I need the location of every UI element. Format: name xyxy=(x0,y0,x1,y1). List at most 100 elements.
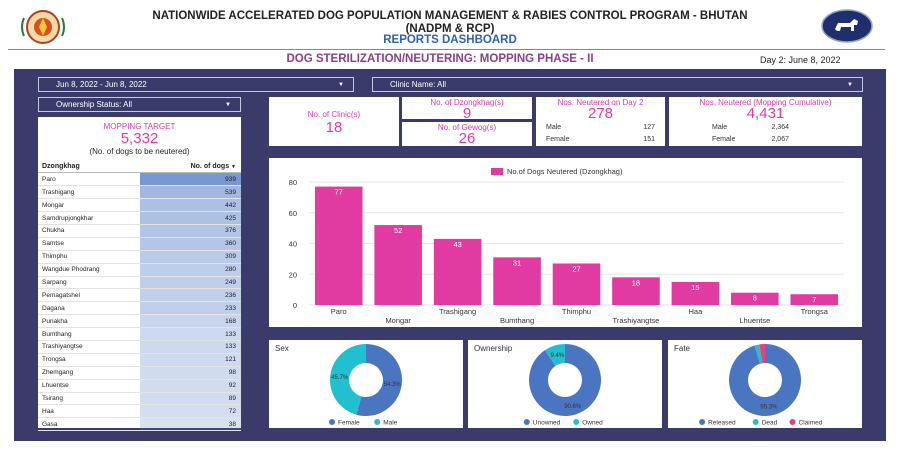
slice-value-label: 45.7% xyxy=(331,375,349,381)
table-row[interactable]: Dagana 233 xyxy=(38,301,241,315)
ownership-filter-label: Ownership Status: All xyxy=(56,100,133,109)
bar-value-label: 18 xyxy=(632,278,640,287)
table-row[interactable]: Trashigang 539 xyxy=(38,185,241,199)
bar[interactable] xyxy=(493,257,541,305)
donut-slice[interactable] xyxy=(529,344,601,416)
date-range-filter[interactable]: Jun 8, 2022 - Jun 8, 2022 ▼ xyxy=(38,77,354,92)
dog-count: 939 xyxy=(140,172,241,186)
table-row[interactable]: Trashiyangtse 133 xyxy=(38,340,241,354)
dzongkhag-name: Samdrupjongkhar xyxy=(42,214,94,222)
table-row[interactable]: Mongar 442 xyxy=(38,198,241,212)
gewog-card: No. of Gewog(s) 26 xyxy=(402,122,532,146)
bar[interactable] xyxy=(374,225,422,305)
fate-donut-chart: Fate 95.3% Released Dead Claimed xyxy=(674,344,823,427)
table-row[interactable]: Pemagatshel 236 xyxy=(38,288,241,302)
chevron-down-icon: ▼ xyxy=(338,81,344,88)
day2-female-value: 151 xyxy=(643,136,655,143)
bar[interactable] xyxy=(731,292,779,305)
donut-slice[interactable] xyxy=(356,344,402,416)
dzongkhag-name: Punakha xyxy=(42,317,68,325)
day2-male-value: 127 xyxy=(643,124,655,131)
clinics-label: No. of Clinic(s) xyxy=(307,110,361,119)
donut-slice[interactable] xyxy=(729,344,801,416)
bar[interactable] xyxy=(314,186,363,305)
legend-swatch xyxy=(491,168,503,175)
x-tick-label: Mongar xyxy=(385,316,411,325)
bar[interactable] xyxy=(433,238,482,305)
bar[interactable] xyxy=(612,277,660,305)
table-row[interactable]: Thimphu 309 xyxy=(38,250,241,264)
dog-count: 121 xyxy=(140,353,241,367)
sex-chart-card: Sex 54.3% 45.7% Female Male xyxy=(269,340,463,428)
slice-value-label: 95.3% xyxy=(760,405,778,411)
dzongkhag-name: Paro xyxy=(42,175,56,183)
dzongkhag-name: Mongar xyxy=(42,201,65,209)
dzongkhag-name: Dagana xyxy=(42,304,65,312)
donut-slice[interactable] xyxy=(330,344,366,415)
mopping-target-value: 5,332 xyxy=(120,130,159,147)
table-row[interactable]: Gasa 38 xyxy=(38,417,241,431)
col-dzongkhag[interactable]: Dzongkhag xyxy=(42,162,80,170)
bar-value-label: 27 xyxy=(572,264,580,273)
legend-dot xyxy=(374,419,381,425)
bar[interactable] xyxy=(790,294,839,305)
bar-chart: No.of Dogs Neutered (Dzongkhag) 0 20 40 60 80… xyxy=(289,167,844,325)
table-row[interactable]: Haa 72 xyxy=(38,404,241,418)
dzongkhag-name: Thimphu xyxy=(42,253,68,261)
program-title: NATIONWIDE ACCELERATED DOG POPULATION MA… xyxy=(152,10,748,35)
donut-slice[interactable] xyxy=(544,344,565,366)
table-row[interactable]: Punakha 168 xyxy=(38,314,241,328)
dzongkhag-name: Lhuentse xyxy=(42,382,69,390)
legend-label: Unowned xyxy=(533,420,561,427)
x-tick-label: Paro xyxy=(331,307,347,316)
dzongkhag-name: Zhemgang xyxy=(42,369,74,377)
x-tick-label: Bumthang xyxy=(500,316,534,325)
legend-label: Owned xyxy=(582,420,603,427)
table-row[interactable]: Trongsa 121 xyxy=(38,353,241,367)
donut-slice[interactable] xyxy=(754,344,763,364)
table-row[interactable]: Zhemgang 98 xyxy=(38,366,241,380)
donut-slice[interactable] xyxy=(759,344,765,364)
emblem-icon xyxy=(21,10,65,44)
mopping-target-card: MOPPING TARGET 5,332 (No. of dogs to be … xyxy=(38,117,241,431)
dog-count: 249 xyxy=(140,276,241,289)
table-row[interactable]: Samdrupjongkhar 425 xyxy=(38,211,241,225)
cum-male-label: Male xyxy=(712,124,728,131)
table-row[interactable]: Wangdue Phodrang 280 xyxy=(38,263,241,277)
dzongkhag-label: No. of Dzongkhag(s) xyxy=(430,98,504,107)
legend-dot xyxy=(789,419,796,425)
dog-count: 376 xyxy=(140,224,241,238)
legend-label: Dead xyxy=(762,420,778,427)
legend-dot xyxy=(699,419,706,425)
table-row[interactable]: Tsirang 89 xyxy=(38,392,241,405)
dzongkhag-name: Pemagatshel xyxy=(42,291,80,299)
dog-count: 168 xyxy=(140,314,241,328)
donut-title: Ownership xyxy=(474,344,513,353)
table-row[interactable]: Lhuentse 92 xyxy=(38,379,241,393)
day2-label: Nos. Neutered on Day 2 xyxy=(557,98,644,107)
dog-count: 539 xyxy=(140,185,241,199)
bar[interactable] xyxy=(552,263,601,305)
table-row[interactable]: Paro 939 xyxy=(38,172,241,186)
dzongkhag-name: Trongsa xyxy=(42,356,66,364)
legend-label: Released xyxy=(708,420,736,427)
chevron-down-icon: ▼ xyxy=(225,101,231,108)
dog-count: 425 xyxy=(140,211,241,225)
table-row[interactable]: Sarpang 249 xyxy=(38,276,241,289)
cumulative-value: 4,431 xyxy=(746,105,785,122)
x-tick-label: Haa xyxy=(689,307,704,316)
fate-chart-card: Fate 95.3% Released Dead Claimed xyxy=(668,340,862,428)
clinic-filter[interactable]: Clinic Name: All ▼ xyxy=(372,77,863,92)
dzongkhag-value: 9 xyxy=(462,105,472,122)
ownership-filter[interactable]: Ownership Status: All ▼ xyxy=(38,97,241,112)
cum-female-value: 2,067 xyxy=(771,136,789,143)
table-row[interactable]: Chukha 376 xyxy=(38,224,241,238)
bar[interactable] xyxy=(671,281,720,305)
col-no-of-dogs[interactable]: No. of dogs ▼ xyxy=(190,162,236,170)
table-row[interactable]: Bumthang 133 xyxy=(38,327,241,341)
table-row[interactable]: Samtse 360 xyxy=(38,237,241,251)
dog-count: 360 xyxy=(140,237,241,251)
sort-down-icon: ▼ xyxy=(231,163,236,170)
dog-count: 38 xyxy=(140,417,241,431)
bar-value-label: 31 xyxy=(513,258,521,267)
